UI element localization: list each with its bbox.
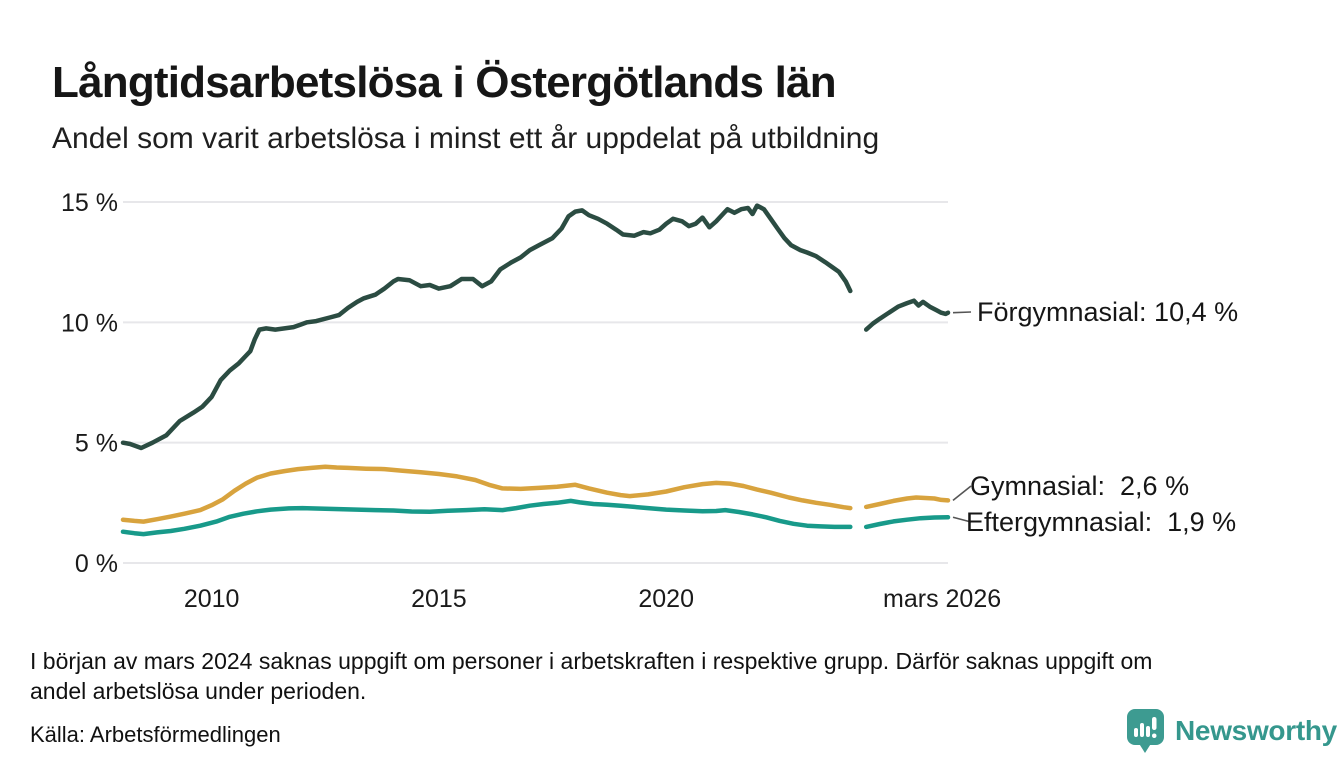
newsworthy-logo-text: Newsworthy	[1175, 715, 1337, 746]
legend-label-gymnasial: Gymnasial: 2,6 %	[970, 471, 1190, 501]
x-axis-tick-label: 2015	[411, 585, 467, 613]
y-axis-tick-label: 15 %	[61, 189, 118, 217]
footnote: I början av mars 2024 saknas uppgift om …	[30, 646, 1325, 706]
page-title: Långtidsarbetslösa i Östergötlands län	[52, 58, 837, 108]
series-line-eftergymnasial-seg1	[120, 498, 853, 537]
newsworthy-logo: Newsworthy	[1126, 708, 1337, 754]
series-line-förgymnasial-seg1	[120, 203, 853, 451]
series-line-förgymnasial-seg2	[863, 298, 951, 332]
y-axis-tick-label: 5 %	[75, 430, 118, 458]
series-line-gymnasial-seg1	[120, 464, 853, 524]
legend-label-eftergymnasial: Eftergymnasial: 1,9 %	[966, 507, 1237, 537]
chart-subtitle: Andel som varit arbetslösa i minst ett å…	[52, 122, 880, 155]
newsworthy-logo-icon	[1127, 709, 1164, 753]
legend-connector-förgymnasial	[952, 311, 972, 314]
series-line-gymnasial-seg2	[863, 495, 951, 510]
footnote-line-1: I början av mars 2024 saknas uppgift om …	[30, 648, 1153, 674]
x-axis-tick-label: 2020	[638, 585, 694, 613]
source-label: Källa: Arbetsförmedlingen	[30, 722, 281, 747]
series-line-eftergymnasial-seg2	[863, 515, 951, 530]
x-axis-tick-label: mars 2026	[883, 585, 1001, 613]
x-axis-tick-label: 2010	[184, 585, 240, 613]
legend-connector-gymnasial	[952, 485, 972, 502]
footnote-line-2: andel arbetslösa under perioden.	[30, 678, 367, 704]
legend-label-forgymnasial: Förgymnasial: 10,4 %	[977, 297, 1239, 327]
y-axis-tick-label: 0 %	[75, 550, 118, 578]
y-axis-tick-label: 10 %	[61, 309, 118, 337]
legend-connector-eftergymnasial	[952, 516, 972, 523]
